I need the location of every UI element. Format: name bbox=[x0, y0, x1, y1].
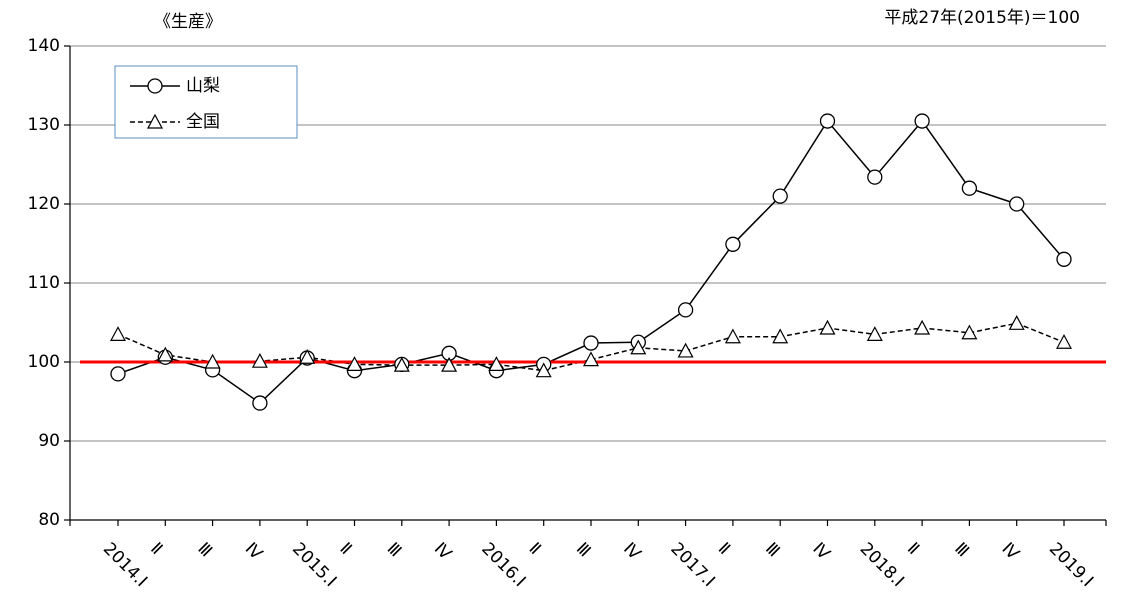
legend-box bbox=[114, 65, 298, 139]
x-tick-label: 2019.Ⅰ bbox=[1045, 539, 1097, 591]
data-point bbox=[582, 351, 600, 367]
chart-subtitle: 平成27年(2015年)＝100 bbox=[884, 8, 1080, 28]
data-point bbox=[914, 319, 931, 335]
x-tick-label: 2018.Ⅰ bbox=[856, 539, 908, 591]
data-point bbox=[914, 113, 930, 129]
chart-title: 《生産》 bbox=[154, 12, 222, 32]
data-point bbox=[725, 236, 741, 252]
data-point bbox=[961, 324, 978, 340]
y-tick-label: 100 bbox=[28, 352, 60, 372]
data-point bbox=[819, 319, 836, 335]
data-point bbox=[1008, 315, 1025, 330]
data-point bbox=[251, 352, 268, 368]
data-point bbox=[109, 326, 127, 341]
x-tick-label: Ⅱ bbox=[146, 539, 166, 559]
data-point bbox=[961, 180, 978, 196]
x-tick-label: Ⅲ bbox=[572, 539, 594, 561]
x-tick-label: Ⅳ bbox=[808, 539, 833, 564]
y-tick-label: 140 bbox=[28, 36, 60, 56]
data-point bbox=[204, 353, 221, 369]
data-point bbox=[772, 188, 788, 204]
data-point bbox=[393, 356, 410, 372]
x-tick-label: Ⅲ bbox=[383, 539, 405, 561]
data-point bbox=[157, 346, 174, 362]
x-tick-label: Ⅲ bbox=[950, 539, 972, 561]
x-tick-label: Ⅱ bbox=[714, 539, 734, 559]
data-point bbox=[1009, 196, 1025, 212]
data-point bbox=[110, 366, 126, 382]
data-point bbox=[1055, 333, 1073, 349]
data-point bbox=[1056, 251, 1072, 267]
data-point bbox=[724, 328, 741, 344]
data-point bbox=[866, 326, 883, 341]
x-tick-label: Ⅱ bbox=[525, 539, 545, 559]
x-tick-label: Ⅳ bbox=[430, 539, 455, 564]
x-tick-label: Ⅳ bbox=[998, 539, 1023, 564]
x-tick-label: 2015.Ⅰ bbox=[288, 539, 340, 591]
y-tick-label: 90 bbox=[38, 431, 60, 451]
y-tick-label: 110 bbox=[28, 273, 60, 293]
legend-label: 山梨 bbox=[186, 76, 220, 96]
x-tick-label: Ⅲ bbox=[761, 539, 783, 561]
x-tick-label: Ⅳ bbox=[241, 539, 266, 564]
legend-marker bbox=[147, 78, 163, 94]
data-point bbox=[441, 356, 458, 372]
data-point bbox=[299, 348, 316, 364]
y-tick-label: 80 bbox=[38, 510, 60, 530]
data-point bbox=[772, 328, 789, 344]
legend-label: 全国 bbox=[186, 112, 220, 132]
x-tick-label: Ⅳ bbox=[619, 539, 644, 564]
x-tick-label: Ⅱ bbox=[335, 539, 355, 559]
data-point bbox=[677, 302, 694, 318]
data-point bbox=[488, 356, 505, 371]
legend-marker bbox=[146, 113, 164, 129]
x-tick-label: 2017.Ⅰ bbox=[667, 539, 719, 591]
data-point bbox=[867, 169, 883, 185]
y-tick-label: 130 bbox=[28, 115, 60, 135]
data-point bbox=[252, 395, 268, 411]
data-point bbox=[346, 356, 363, 371]
y-tick-label: 120 bbox=[28, 194, 60, 214]
x-tick-label: 2014.Ⅰ bbox=[99, 539, 151, 591]
data-point bbox=[677, 342, 694, 358]
x-tick-label: Ⅱ bbox=[903, 539, 923, 559]
x-tick-label: Ⅲ bbox=[194, 539, 216, 561]
data-point bbox=[630, 339, 647, 355]
data-point bbox=[535, 362, 552, 378]
x-tick-label: 2016.Ⅰ bbox=[477, 539, 529, 591]
data-point bbox=[583, 335, 599, 351]
data-point bbox=[819, 113, 836, 129]
